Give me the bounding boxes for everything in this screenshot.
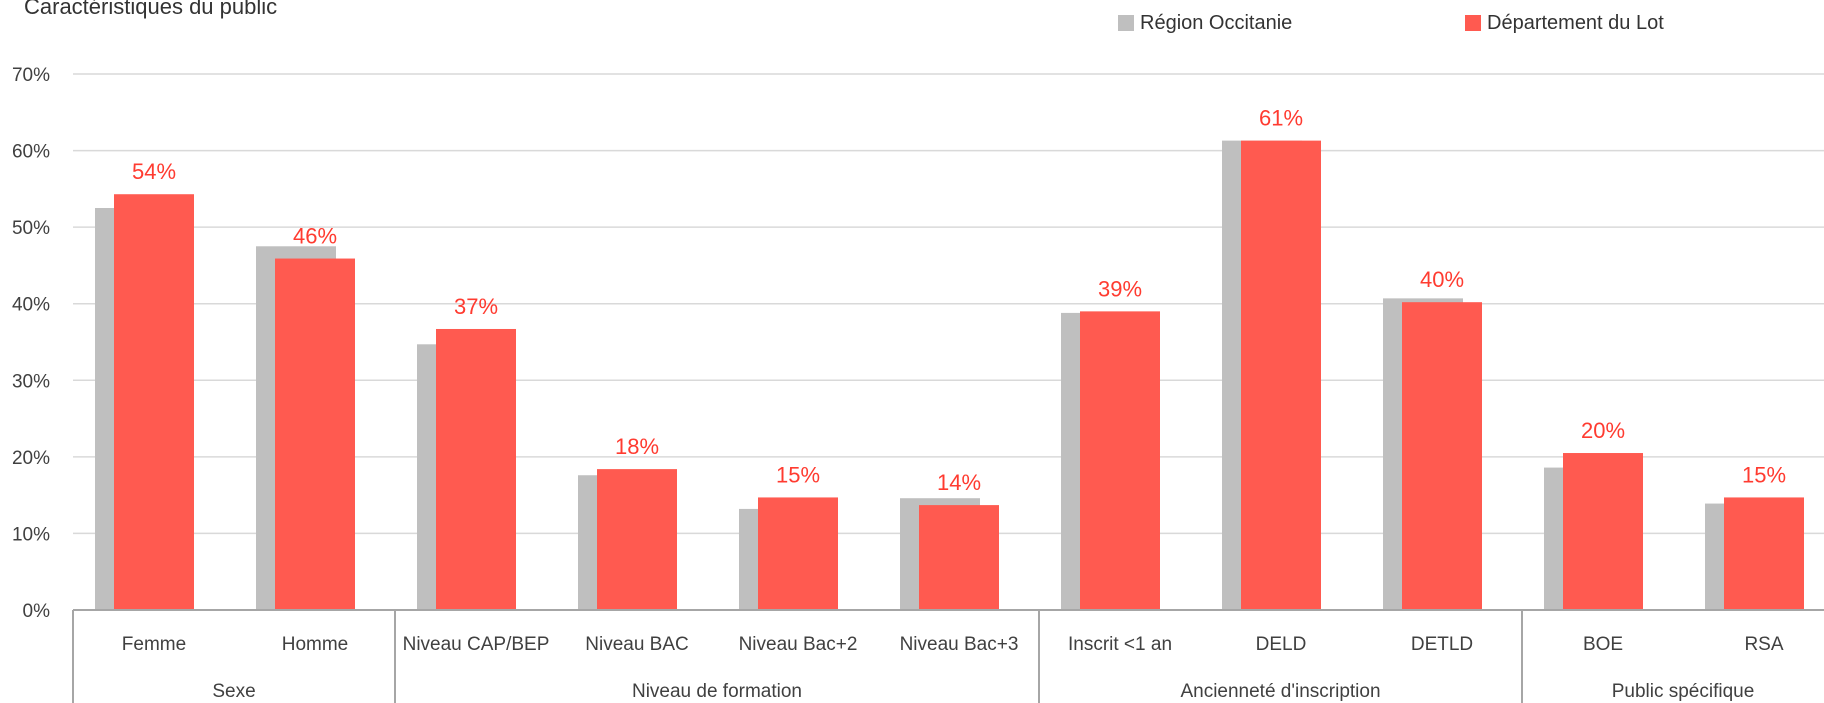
x-category-label: Niveau BAC (585, 634, 689, 655)
data-label: 40% (1420, 267, 1464, 292)
bar-departement-lot (758, 497, 838, 610)
x-group-label: Sexe (212, 681, 255, 702)
data-label: 37% (454, 294, 498, 319)
y-tick-label: 30% (12, 371, 50, 392)
x-category-label: DELD (1256, 634, 1307, 655)
y-tick-label: 70% (12, 65, 50, 86)
legend-label-departement: Département du Lot (1487, 11, 1664, 34)
x-category-label: RSA (1744, 634, 1783, 655)
data-label: 46% (293, 224, 337, 249)
x-group-label: Ancienneté d'inscription (1180, 681, 1380, 702)
legend-label-region: Région Occitanie (1140, 11, 1293, 34)
data-label: 15% (1742, 462, 1786, 487)
x-category-label: DETLD (1411, 634, 1473, 655)
legend-item-departement: Département du Lot (1465, 10, 1664, 36)
data-label: 20% (1581, 418, 1625, 443)
bar-departement-lot (275, 258, 355, 610)
chart-title: Caractéristiques du public (24, 0, 278, 19)
bar-departement-lot (436, 328, 516, 610)
bar-departement-lot (597, 469, 677, 610)
x-category-label: Inscrit <1 an (1068, 634, 1172, 655)
y-tick-label: 20% (12, 448, 50, 469)
bar-departement-lot (1241, 140, 1321, 611)
data-label: 15% (776, 462, 820, 487)
x-category-label: Niveau Bac+3 (900, 634, 1019, 655)
data-label: 54% (132, 159, 176, 184)
legend-swatch-departement (1465, 15, 1481, 31)
data-label: 14% (937, 470, 981, 495)
y-tick-label: 60% (12, 142, 50, 163)
bar-departement-lot (1724, 497, 1804, 610)
x-category-label: Homme (282, 634, 349, 655)
y-tick-label: 10% (12, 524, 50, 545)
data-label: 39% (1098, 276, 1142, 301)
bar-departement-lot (919, 505, 999, 610)
legend-item-region: Région Occitanie (1118, 10, 1292, 36)
x-category-label: BOE (1583, 634, 1623, 655)
bar-departement-lot (1402, 302, 1482, 610)
x-group-label: Niveau de formation (632, 681, 802, 702)
data-label: 18% (615, 434, 659, 459)
y-tick-label: 0% (23, 601, 51, 622)
y-tick-label: 40% (12, 295, 50, 316)
bar-departement-lot (114, 194, 194, 610)
bar-departement-lot (1563, 453, 1643, 610)
bar-departement-lot (1080, 311, 1160, 610)
y-tick-label: 50% (12, 218, 50, 239)
x-group-label: Public spécifique (1612, 681, 1755, 702)
x-category-label: Niveau CAP/BEP (403, 634, 550, 655)
data-label: 61% (1259, 106, 1303, 131)
x-category-label: Niveau Bac+2 (739, 634, 858, 655)
x-category-label: Femme (122, 634, 186, 655)
legend-swatch-region (1118, 15, 1134, 31)
